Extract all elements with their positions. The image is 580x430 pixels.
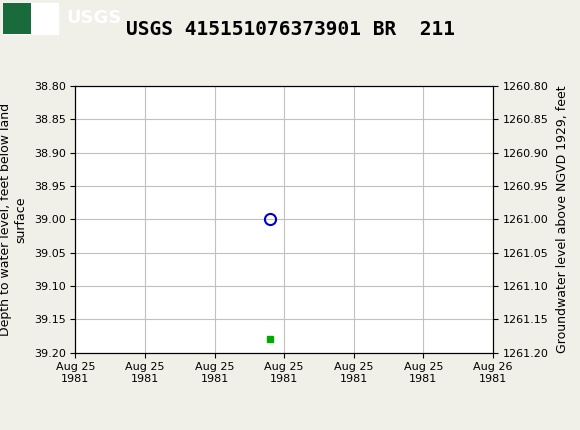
- Text: USGS: USGS: [67, 9, 122, 27]
- Bar: [3, 3, 58, 34]
- Y-axis label: Groundwater level above NGVD 1929, feet: Groundwater level above NGVD 1929, feet: [556, 86, 568, 353]
- Text: USGS 415151076373901 BR  211: USGS 415151076373901 BR 211: [125, 20, 455, 39]
- Bar: [3, 3, 31, 34]
- Legend: Period of approved data: Period of approved data: [183, 425, 385, 430]
- Y-axis label: Depth to water level, feet below land
surface: Depth to water level, feet below land su…: [0, 103, 27, 336]
